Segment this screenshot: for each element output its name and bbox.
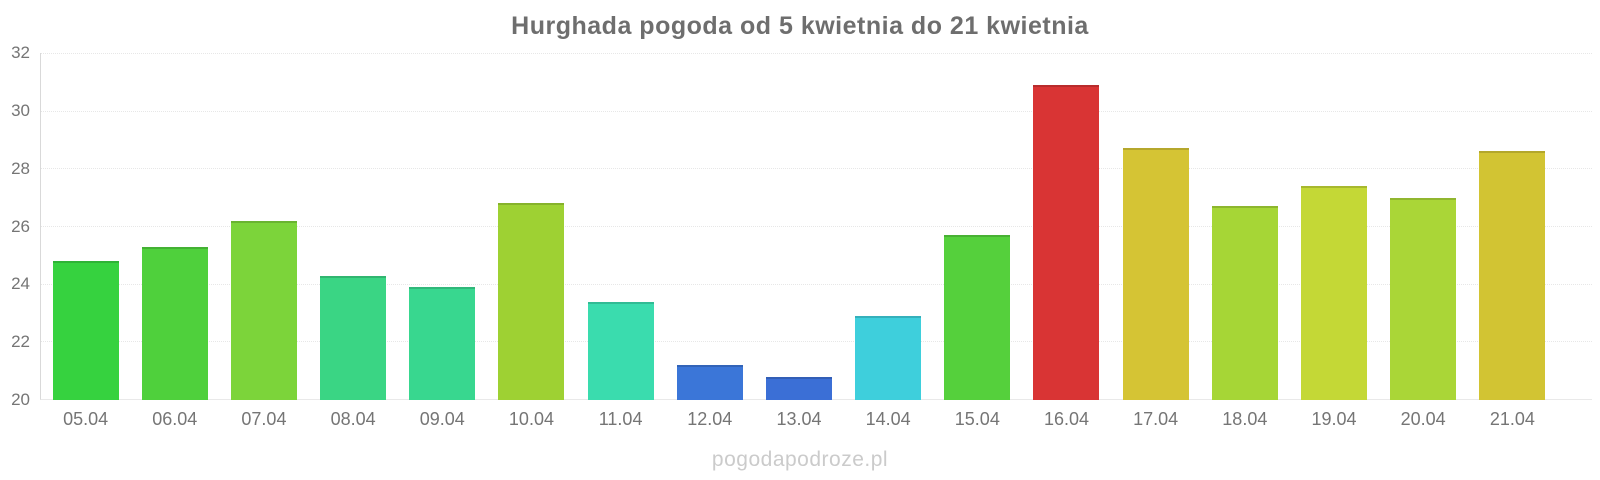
bar — [855, 316, 922, 400]
bar-slot: 08.04 — [309, 53, 398, 429]
y-axis-label: 20 — [11, 390, 30, 409]
y-axis: 20 22 24 26 28 30 32 — [0, 43, 33, 409]
chart-title: Hurghada pogoda od 5 kwietnia do 21 kwie… — [511, 12, 1089, 40]
watermark: pogodapodroze.pl — [711, 448, 889, 471]
bar — [944, 235, 1011, 400]
bar — [1211, 206, 1278, 400]
gridline — [41, 226, 1592, 227]
y-axis-label: 28 — [11, 158, 30, 178]
x-axis-label: 16.04 — [1043, 409, 1089, 429]
x-axis-label: 21.04 — [1489, 409, 1535, 429]
gridline — [41, 341, 1592, 343]
bar — [1300, 186, 1367, 400]
bar-slot: 12.04 — [665, 53, 754, 429]
gridline — [41, 110, 1592, 112]
x-axis-label: 06.04 — [152, 409, 198, 429]
bar-slot: 21.04 — [1468, 53, 1557, 429]
bar-slot: 14.04 — [844, 53, 933, 429]
bar-slot: 19.04 — [1289, 53, 1378, 429]
gridline — [41, 53, 1592, 54]
bar-slot: 13.04 — [754, 53, 843, 429]
x-axis-label: 10.04 — [508, 409, 554, 429]
gridline — [41, 168, 1592, 170]
x-axis-label: 17.04 — [1133, 409, 1179, 429]
x-axis-label: 05.04 — [63, 409, 109, 429]
x-axis-label: 12.04 — [687, 409, 733, 429]
x-axis-label: 20.04 — [1400, 409, 1446, 429]
y-axis-label: 24 — [11, 274, 30, 294]
bar-slot: 06.04 — [130, 53, 219, 429]
x-axis-label: 15.04 — [954, 409, 1000, 429]
x-axis-label: 19.04 — [1311, 409, 1357, 429]
x-axis-label: 13.04 — [776, 409, 822, 429]
bar — [320, 275, 387, 400]
y-axis-label: 22 — [11, 332, 30, 352]
x-axis-label: 11.04 — [598, 409, 643, 429]
bar-slot: 07.04 — [219, 53, 308, 429]
bar-slot: 11.04 — [576, 53, 665, 429]
bar-slot: 16.04 — [1022, 53, 1111, 429]
bar — [52, 261, 119, 400]
y-axis-label: 30 — [11, 100, 30, 120]
bar — [1390, 197, 1457, 400]
bar-slot: 09.04 — [398, 53, 487, 429]
bar-slot: 20.04 — [1379, 53, 1468, 429]
bar-slot: 17.04 — [1111, 53, 1200, 429]
plot-area: 05.04 06.04 07.04 08.04 09.04 10.04 11.04 12.04… — [40, 53, 1592, 429]
x-axis-label: 14.04 — [865, 409, 911, 429]
bar-slot: 10.04 — [487, 53, 576, 429]
y-axis-label: 32 — [11, 43, 30, 62]
x-axis-label: 07.04 — [241, 409, 287, 429]
x-axis-label: 18.04 — [1222, 409, 1268, 429]
bar — [1033, 84, 1100, 400]
gridline — [41, 283, 1592, 285]
bar — [1479, 151, 1546, 400]
bar — [676, 365, 743, 400]
y-axis-label: 26 — [11, 216, 30, 236]
bar — [1122, 148, 1189, 400]
x-axis-label: 08.04 — [330, 409, 376, 429]
bar — [765, 376, 832, 400]
bars-area: 05.04 06.04 07.04 08.04 09.04 10.04 11.04 12.04… — [41, 53, 1557, 429]
bar — [141, 246, 208, 400]
bar-slot: 18.04 — [1200, 53, 1289, 429]
bar — [587, 301, 654, 400]
bar-slot: 05.04 — [41, 53, 130, 429]
bar — [498, 203, 565, 400]
bar — [230, 220, 297, 400]
x-axis-label: 09.04 — [419, 409, 465, 429]
bar-slot: 15.04 — [933, 53, 1022, 429]
bar — [409, 287, 476, 400]
